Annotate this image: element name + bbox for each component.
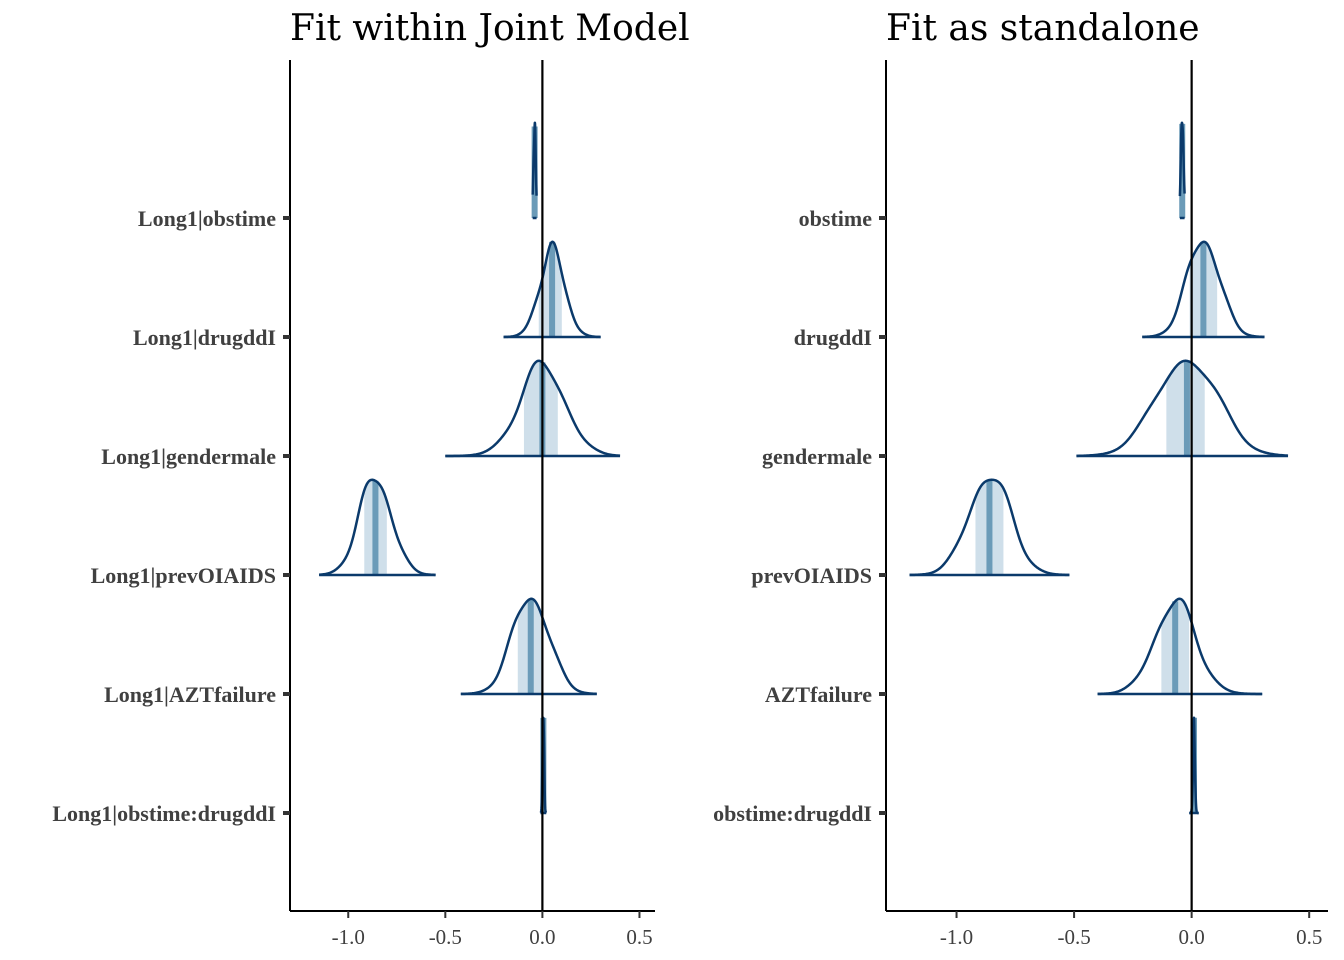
density-outline [502,240,602,339]
x-tick-label: -1.0 [940,925,973,949]
panel-1: Fit within Joint Model -1.0 -0.5 0.0 0.5 Long… [52,8,689,949]
x-tick-label: -1.0 [332,925,365,949]
x-tick-label: 0.0 [529,925,555,949]
ridge-drugddi [1141,240,1266,339]
x-tick-label: 0.5 [1296,925,1322,949]
y-tick-label: drugddI [794,325,872,350]
ridge-long1-gendermale [445,359,621,458]
ridge-prevoiaids [909,478,1070,577]
ridge-long1-drugddi [502,240,602,339]
x-tick-label: 0.5 [626,925,652,949]
x-tick-label: -0.5 [429,925,462,949]
density-outline [1076,359,1289,458]
y-tick-label: prevOIAIDS [751,563,872,588]
density-outline [1178,121,1186,197]
ridge-obstime [1178,121,1186,220]
ridge-long1-prevoiaids [318,478,437,577]
panel-2: Fit as standalone -1.0 -0.5 0.0 0.5 obstime dr… [713,8,1328,949]
ridge-long1-obstime [531,121,538,220]
density-outline [1141,240,1266,339]
ridge-gendermale [1076,359,1289,458]
y-tick-label: obstime [799,206,873,231]
y-tick-label: Long1|obstime:drugddI [52,801,276,826]
panel-title: Fit as standalone [886,8,1200,49]
density-outline [909,478,1070,577]
density-outline [445,359,621,458]
x-tick-label: -0.5 [1057,925,1090,949]
y-tick-label: Long1|prevOIAIDS [91,563,276,588]
x-tick-label: 0.0 [1179,925,1205,949]
density-outline [1097,597,1263,696]
y-tick-label: obstime:drugddI [713,801,872,826]
panel-title: Fit within Joint Model [290,8,690,49]
y-tick-label: Long1|AZTfailure [104,682,276,707]
density-outline [531,121,538,197]
ridge-aztfailure [1097,597,1263,696]
density-outline [318,478,437,577]
y-tick-label: Long1|obstime [138,206,276,231]
y-tick-label: AZTfailure [765,682,872,707]
ridge-long1-aztfailure [460,597,598,696]
y-tick-label: Long1|gendermale [101,444,276,469]
density-outline [460,597,598,696]
y-tick-label: gendermale [762,444,872,469]
y-tick-label: Long1|drugddI [133,325,276,350]
